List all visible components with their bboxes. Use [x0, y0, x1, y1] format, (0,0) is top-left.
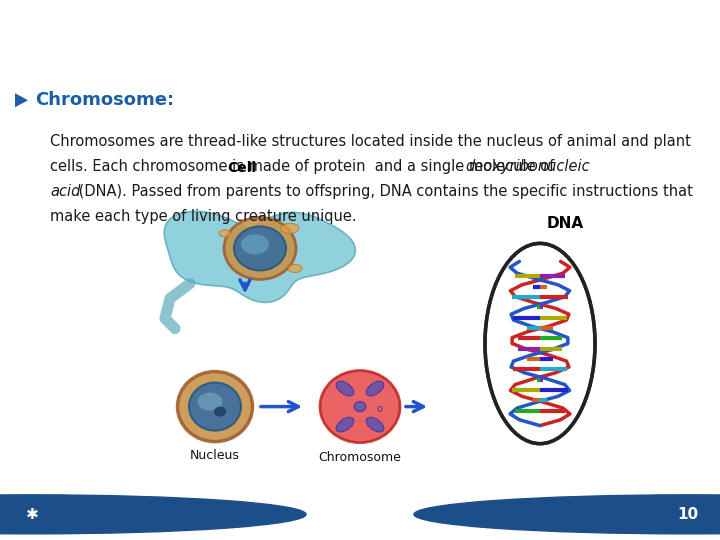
- Text: cells. Each chromosome is made of protein  and a single molecule of: cells. Each chromosome is made of protei…: [50, 159, 559, 174]
- Ellipse shape: [288, 265, 302, 273]
- Text: Chromosome: Chromosome: [318, 451, 402, 464]
- Polygon shape: [15, 93, 28, 107]
- Text: DNA: DNA: [546, 217, 584, 232]
- Ellipse shape: [281, 224, 299, 233]
- Text: deoxyribonucleic: deoxyribonucleic: [465, 159, 590, 174]
- Circle shape: [0, 495, 306, 534]
- Circle shape: [414, 495, 720, 534]
- Ellipse shape: [178, 372, 253, 442]
- Ellipse shape: [320, 370, 400, 443]
- Text: (DNA). Passed from parents to offspring, DNA contains the specific instructions : (DNA). Passed from parents to offspring,…: [74, 184, 693, 199]
- Text: Artificial Intelligence Methods – Department of Biosystems Engineering – Univers: Artificial Intelligence Methods – Depart…: [91, 500, 629, 510]
- Text: Biological inspiration: Biological inspiration: [13, 29, 262, 49]
- Text: Chromosome:: Chromosome:: [35, 91, 174, 109]
- Ellipse shape: [219, 230, 231, 237]
- Ellipse shape: [224, 218, 296, 280]
- Ellipse shape: [189, 382, 241, 430]
- Ellipse shape: [366, 417, 384, 432]
- Text: Nucleus: Nucleus: [190, 449, 240, 462]
- Ellipse shape: [336, 417, 354, 432]
- Polygon shape: [164, 211, 356, 302]
- Ellipse shape: [197, 393, 222, 410]
- Text: Chromosomes are thread-like structures located inside the nucleus of animal and : Chromosomes are thread-like structures l…: [50, 134, 691, 149]
- Ellipse shape: [336, 381, 354, 396]
- Ellipse shape: [214, 407, 226, 417]
- Text: http://agri.uok.ac.ir/kmollazade: http://agri.uok.ac.ir/kmollazade: [272, 521, 448, 531]
- Text: o: o: [377, 403, 383, 414]
- Ellipse shape: [241, 234, 269, 254]
- Text: ✱: ✱: [26, 507, 39, 522]
- Ellipse shape: [354, 402, 366, 411]
- Text: Cell: Cell: [227, 161, 256, 176]
- Text: 10: 10: [677, 507, 698, 522]
- Ellipse shape: [366, 381, 384, 396]
- Ellipse shape: [234, 226, 286, 271]
- Text: make each type of living creature unique.: make each type of living creature unique…: [50, 210, 356, 224]
- Ellipse shape: [485, 244, 595, 444]
- Text: acid: acid: [50, 184, 81, 199]
